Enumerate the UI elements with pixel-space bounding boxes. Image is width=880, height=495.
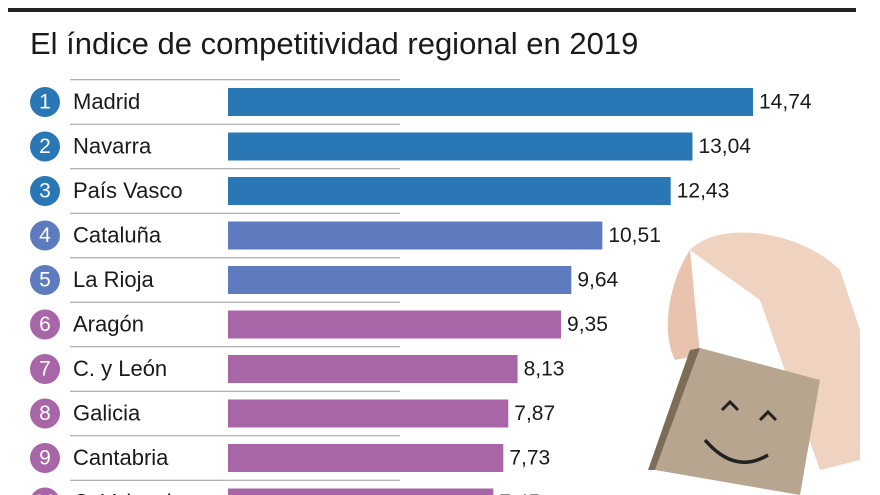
bar [228,399,509,428]
bar [228,221,603,250]
value-label: 12,43 [677,180,730,203]
bar [228,88,753,116]
rank-badge [30,309,60,340]
rank-badge [30,398,60,429]
value-label: 9,35 [567,313,608,336]
rank-label: 10 [33,491,56,495]
value-label: 7,73 [509,447,550,470]
bar [228,488,494,495]
category-label: C. y León [73,356,167,381]
illustration [648,232,860,495]
rank-label: 7 [39,358,51,381]
rank-label: 8 [39,402,51,425]
rank-label: 4 [39,224,51,247]
top-rule [8,8,856,12]
finger [690,232,860,470]
category-label: Navarra [73,133,152,158]
rank-label: 5 [39,269,51,292]
rank-label: 9 [39,447,51,470]
category-label: La Rioja [73,267,154,292]
rank-badge [30,87,60,117]
value-label: 10,51 [608,224,661,247]
rank-label: 3 [39,180,51,203]
cube-smile [703,438,769,464]
rank-label: 6 [39,313,51,336]
category-label: C. Valenciana [73,489,209,495]
value-label: 9,64 [577,269,618,292]
value-label: 14,74 [759,91,812,114]
rank-label: 2 [39,135,51,158]
rank-badge [30,176,60,206]
rank-badge [30,354,60,384]
bar [228,444,504,472]
category-label: Madrid [73,89,140,114]
chart-title: El índice de competitividad regional en … [30,26,638,61]
bar [228,266,572,294]
rank-badge [32,487,58,495]
cube-eyes [720,399,778,422]
bar [228,132,693,161]
bar [228,355,518,383]
value-label: 8,13 [524,358,565,381]
value-label: 7,45 [499,491,540,495]
rank-badge [30,265,60,295]
rank-badge [30,131,60,162]
value-label: 13,04 [698,135,751,158]
cube-side [648,348,700,470]
bar [228,310,562,339]
rank-label: 1 [39,91,51,114]
category-label: Aragón [73,311,144,336]
category-label: País Vasco [73,178,183,203]
value-label: 7,87 [514,402,555,425]
cube [655,348,820,495]
rank-badge [30,220,60,251]
bar [228,177,671,205]
category-label: Cantabria [73,445,169,470]
category-label: Cataluña [73,222,162,247]
rank-badge [30,443,60,473]
thumb [667,250,700,360]
category-label: Galicia [73,400,141,425]
